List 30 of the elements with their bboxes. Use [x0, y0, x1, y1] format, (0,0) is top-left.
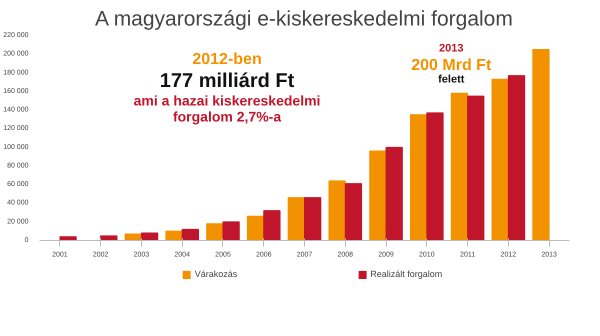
bar [328, 180, 346, 240]
bar [206, 223, 224, 240]
annotation: 2012-ben [192, 51, 262, 68]
bar [165, 230, 183, 240]
bar [386, 146, 403, 240]
bar [344, 183, 362, 240]
bar [263, 210, 281, 240]
bar [410, 114, 428, 240]
annotation: ami a hazai kiskereskedelmi [134, 92, 320, 109]
bar [450, 92, 468, 240]
bar [492, 78, 509, 240]
bar [369, 150, 387, 240]
annotation: forgalom 2,7%-a [172, 108, 282, 125]
bar [467, 96, 484, 240]
bar [222, 221, 240, 240]
legend-label: Realizált forgalom [370, 269, 442, 279]
annotation: 2013 [439, 42, 464, 55]
bar [182, 228, 199, 240]
bar [304, 197, 322, 240]
bar [532, 48, 550, 240]
annotation: 200 Mrd Ft [411, 56, 492, 74]
bar [246, 216, 264, 240]
bar [140, 232, 158, 240]
annotation: felett [438, 73, 465, 86]
chart-title: A magyarországi e-kiskereskedelmi forgalom [95, 8, 513, 30]
legend-label: Várakozás [194, 269, 238, 279]
annotation: 177 milliárd Ft [160, 70, 295, 92]
bar [426, 112, 444, 240]
bar [288, 197, 305, 240]
bar [508, 75, 526, 240]
